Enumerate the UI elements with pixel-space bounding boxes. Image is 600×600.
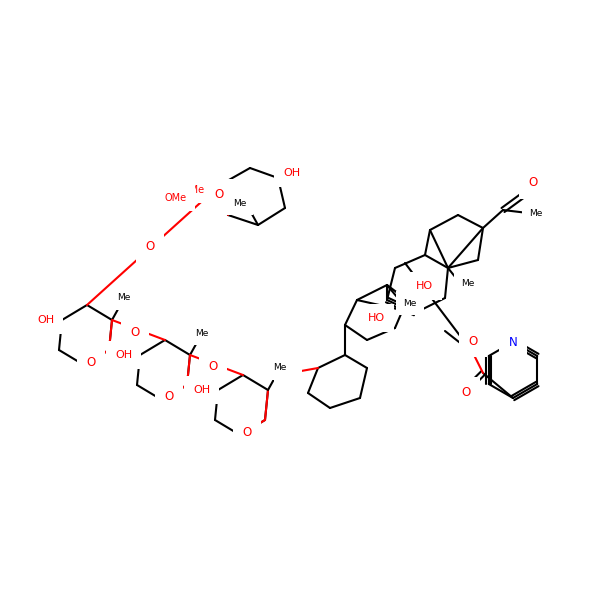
Text: OMe: OMe xyxy=(183,185,205,195)
Text: Me: Me xyxy=(529,208,542,217)
Text: Me: Me xyxy=(233,199,246,208)
Text: OH: OH xyxy=(283,168,300,178)
Text: O: O xyxy=(145,241,155,253)
Text: O: O xyxy=(86,355,95,368)
Text: O: O xyxy=(529,176,538,190)
Text: O: O xyxy=(469,335,478,348)
Text: OH: OH xyxy=(193,385,210,395)
Text: O: O xyxy=(283,368,293,382)
Text: OMe: OMe xyxy=(165,193,187,203)
Text: HO: HO xyxy=(368,313,385,323)
Text: Me: Me xyxy=(403,298,416,307)
Text: Me: Me xyxy=(118,293,131,302)
Text: Me: Me xyxy=(196,329,209,337)
Text: Me: Me xyxy=(274,364,287,373)
Text: N: N xyxy=(509,335,517,349)
Text: O: O xyxy=(461,386,470,400)
Text: O: O xyxy=(164,391,173,403)
Text: OH: OH xyxy=(37,315,54,325)
Text: O: O xyxy=(208,361,218,373)
Text: O: O xyxy=(214,188,224,202)
Text: Me: Me xyxy=(461,278,475,287)
Text: HO: HO xyxy=(416,281,433,291)
Text: OH: OH xyxy=(115,350,132,360)
Text: O: O xyxy=(242,425,251,439)
Text: O: O xyxy=(130,325,140,338)
